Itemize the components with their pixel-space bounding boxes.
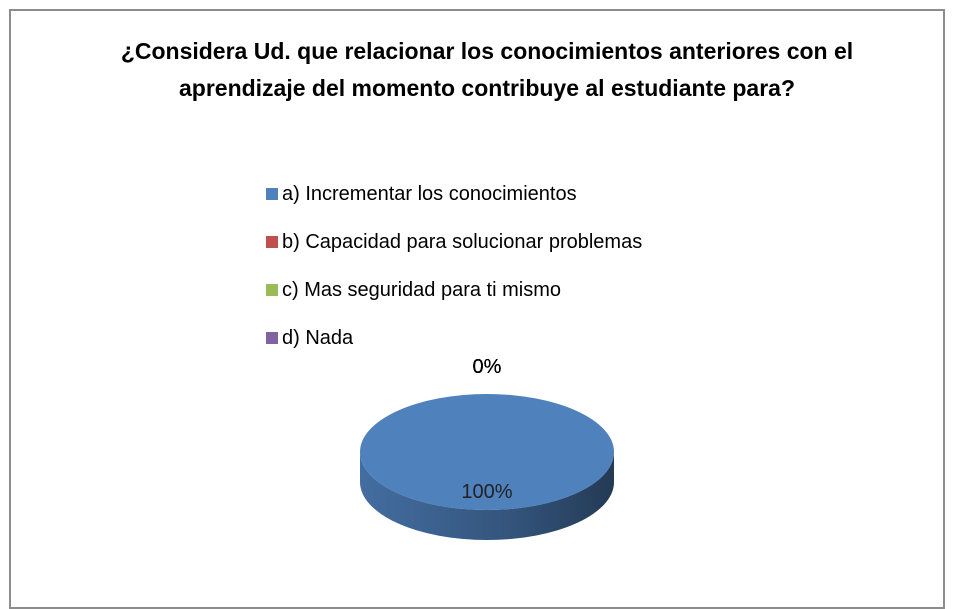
legend-item: a) Incrementar los conocimientos (266, 170, 642, 218)
chart: 100%0%0%0% (360, 356, 614, 540)
legend-swatch (266, 236, 278, 248)
pie-tops (360, 394, 614, 510)
legend-swatch (266, 284, 278, 296)
legend-item: c) Mas seguridad para ti mismo (266, 266, 642, 314)
legend-swatch (266, 188, 278, 200)
chart-title: ¿Considera Ud. que relacionar los conoci… (120, 38, 854, 101)
data-label: 0% (473, 356, 502, 378)
legend-item: b) Capacidad para solucionar problemas (266, 218, 642, 266)
data-label: 0% (473, 356, 502, 378)
page: ¿Considera Ud. que relacionar los conoci… (9, 9, 945, 609)
legend-label: a) Incrementar los conocimientos (282, 182, 577, 205)
pie-side-shade (360, 452, 614, 540)
legend: a) Incrementar los conocimientos b) Capac… (266, 170, 642, 362)
legend-label: c) Mas seguridad para ti mismo (282, 278, 561, 301)
data-label: 0% (473, 356, 502, 378)
legend-label: d) Nada (282, 326, 354, 349)
pie-side (360, 452, 614, 540)
legend-label: b) Capacidad para solucionar problemas (282, 230, 643, 253)
legend-item: d) Nada (266, 314, 642, 362)
pie-slice (360, 394, 614, 510)
pie-sides (360, 452, 614, 540)
data-label: 100% (461, 481, 512, 503)
legend-swatch (266, 332, 278, 344)
